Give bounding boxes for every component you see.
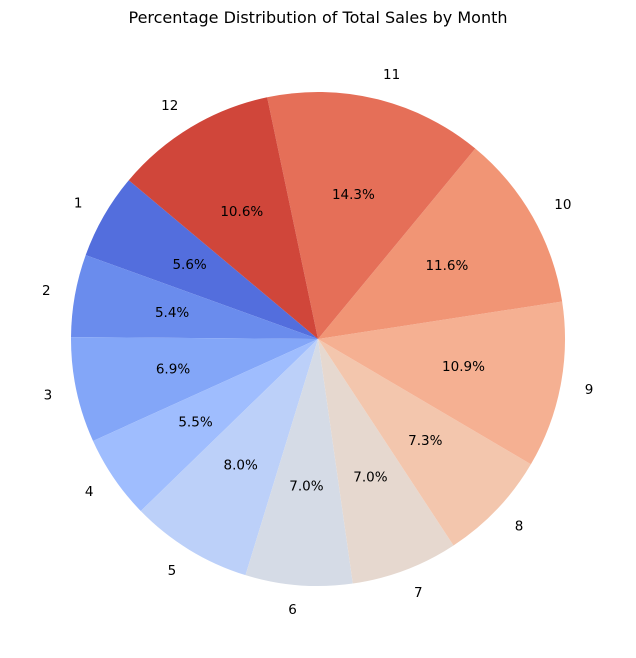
pie-category-label-5: 5 <box>168 563 177 579</box>
pie-category-label-4: 4 <box>85 484 94 500</box>
pie-slice-10 <box>318 148 563 339</box>
pie-percentage-labels: 5.6% 5.4% 6.9% 5.5% 8.0% 7.0% 7.0% 7.3% 10.9% 11.… <box>155 187 485 495</box>
pie-category-label-10: 10 <box>554 197 571 213</box>
pie-percent-label-5: 8.0% <box>224 457 258 473</box>
pie-category-label-8: 8 <box>515 518 524 534</box>
pie-slice-4 <box>93 339 319 512</box>
pie-slice-5 <box>140 339 318 576</box>
pie-percent-label-12: 10.6% <box>220 204 263 220</box>
pie-slice-8 <box>318 339 531 546</box>
pie-percent-label-4: 5.5% <box>178 414 212 430</box>
pie-slice-12 <box>128 97 318 339</box>
pie-percent-label-11: 14.3% <box>332 187 375 203</box>
pie-percent-label-7: 7.0% <box>353 470 387 486</box>
pie-category-label-11: 11 <box>383 67 400 83</box>
pie-percent-label-6: 7.0% <box>289 479 323 495</box>
chart-title: Percentage Distribution of Total Sales b… <box>128 8 508 27</box>
pie-category-label-9: 9 <box>585 382 594 398</box>
pie-slice-1 <box>85 180 318 339</box>
pie-category-label-3: 3 <box>44 387 53 403</box>
pie-category-label-2: 2 <box>42 283 51 299</box>
pie-percent-label-10: 11.6% <box>425 258 468 274</box>
pie-percent-label-1: 5.6% <box>172 257 206 273</box>
pie-category-label-7: 7 <box>414 585 423 601</box>
pie-category-label-12: 12 <box>161 98 178 114</box>
pie-slice-6 <box>245 339 353 586</box>
pie-slice-11 <box>267 92 476 339</box>
pie-slices <box>71 92 566 586</box>
pie-percent-label-8: 7.3% <box>408 433 442 449</box>
pie-slice-9 <box>318 301 566 465</box>
pie-percent-label-9: 10.9% <box>442 359 485 375</box>
pie-category-label-6: 6 <box>288 602 297 618</box>
pie-slice-3 <box>71 337 318 441</box>
pie-slice-7 <box>318 339 454 584</box>
pie-percent-label-3: 6.9% <box>156 362 190 378</box>
pie-category-label-1: 1 <box>74 195 83 211</box>
pie-slice-2 <box>71 255 318 339</box>
pie-percent-label-2: 5.4% <box>155 305 189 321</box>
